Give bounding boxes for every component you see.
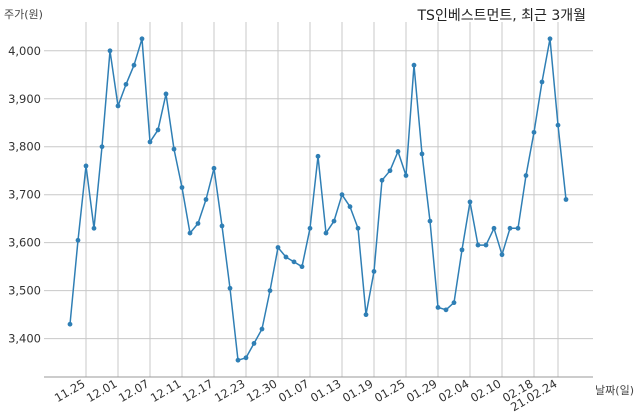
y-tick-label: 3,900 [8,92,41,106]
data-point [131,62,137,68]
data-point [147,139,153,145]
data-point [291,259,297,265]
data-point [275,245,281,250]
x-tick-label: 12.11 [148,376,184,405]
data-point [115,103,121,109]
chart-title: TS인베스트먼트, 최근 3개월 [417,8,587,24]
data-point [91,225,97,231]
y-tick-label: 3,500 [8,284,41,298]
x-tick-label: 12.30 [244,376,280,405]
x-tick-label: 12.01 [84,376,120,405]
data-point [235,357,241,363]
data-point [99,144,105,150]
data-point [195,221,201,226]
data-point [491,225,497,231]
data-point [267,288,273,294]
data-point [515,225,521,231]
x-tick-label: 12.17 [180,376,216,405]
data-point [179,185,185,190]
data-point [451,300,457,306]
data-point [475,242,481,248]
data-point [507,225,513,231]
data-point [251,341,257,346]
data-point [75,237,81,243]
y-axis-label: 주가(원) [4,8,43,21]
data-point [243,355,249,361]
data-point [83,163,89,169]
x-tick-label: 02.04 [436,376,472,405]
data-point [379,177,385,183]
data-point [203,197,209,202]
data-point [315,153,321,159]
y-tick-label: 4,000 [8,44,41,58]
data-point [371,269,377,274]
data-point [411,62,417,68]
data-point [427,218,433,224]
data-point [403,173,409,178]
data-point [123,81,129,87]
data-point [171,146,177,152]
data-point [539,79,545,85]
data-point [467,199,473,205]
data-point [419,151,425,157]
data-point [67,321,73,327]
data-point [259,326,265,332]
y-tick-label: 3,800 [8,140,41,154]
data-point [323,230,329,236]
data-point [331,218,337,224]
x-tick-label: 01.13 [308,376,344,405]
data-point [363,312,369,318]
data-point [499,252,505,258]
x-tick-label: 01.07 [276,376,312,405]
x-axis-label: 날짜(일) [595,384,634,397]
data-point [299,264,305,270]
data-point [219,223,225,229]
data-point [523,173,529,178]
data-point [435,305,441,310]
y-tick-label: 3,600 [8,236,41,250]
data-point [395,149,401,154]
data-point [555,122,561,128]
data-point [443,307,449,313]
x-tick-label: 01.29 [404,376,440,405]
x-tick-label: 01.19 [340,376,376,405]
data-point [283,254,289,260]
data-point [387,168,393,174]
y-tick-label: 3,700 [8,188,41,202]
data-point [563,197,569,202]
x-tick-label: 01.25 [372,376,408,405]
data-point [211,165,217,171]
x-tick-label: 02.10 [468,376,504,405]
x-tick-label: 12.23 [212,376,248,405]
data-point [307,225,313,231]
data-point [483,242,489,248]
data-point [355,225,361,231]
data-point [139,36,145,42]
x-tick-label: 12.07 [116,376,152,405]
data-point [187,230,193,236]
data-point [459,247,465,253]
data-point [531,129,537,135]
data-point [107,48,113,54]
y-tick-label: 3,400 [8,332,41,346]
data-point [547,36,553,42]
data-point [339,192,345,198]
x-tick-label: 11.25 [52,376,88,405]
data-point [347,204,353,210]
data-point [227,285,233,291]
price-line [69,38,567,361]
data-point [163,91,169,97]
data-point [155,127,161,133]
